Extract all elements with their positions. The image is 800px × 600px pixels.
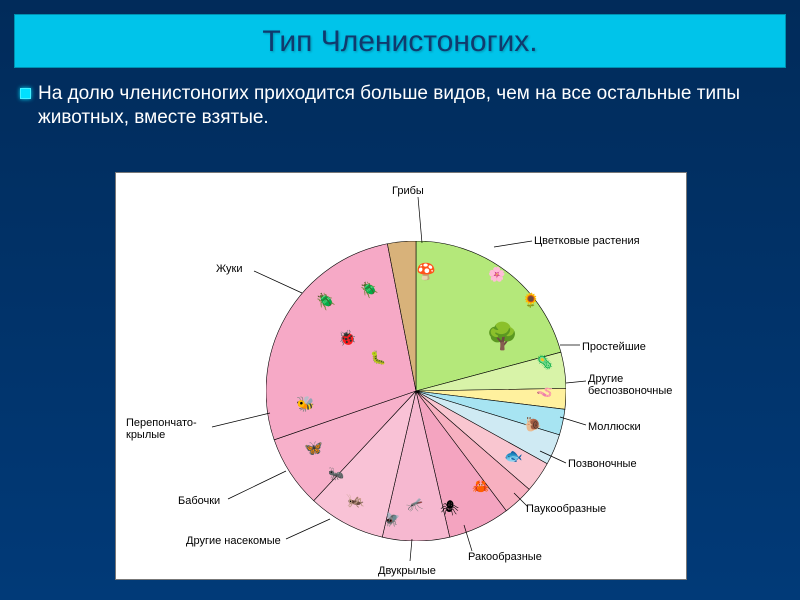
organism-icon: 🐟 xyxy=(504,449,523,464)
slice-label: Другие беспозвоночные xyxy=(588,373,672,397)
organism-icon: 🪲 xyxy=(360,283,379,298)
organism-icon: 🪱 xyxy=(536,385,553,399)
slice-label: Позвоночные xyxy=(568,458,637,470)
organism-icon: 🪲 xyxy=(316,295,336,311)
organism-icon: 🦠 xyxy=(536,355,553,369)
organism-icon: 🐌 xyxy=(524,417,541,431)
organism-icon: 🌳 xyxy=(486,323,518,349)
slice-label: Цветковые растения xyxy=(534,235,640,247)
slice-label: Другие насекомые xyxy=(186,535,281,547)
organism-icon: 🐝 xyxy=(296,397,315,412)
chart-panel: Цветковые растения Простейшие Другие беспо… xyxy=(115,172,687,580)
organism-icon: 🦟 xyxy=(406,497,423,511)
slice-label: Простейшие xyxy=(582,341,646,353)
organism-icon: 🌸 xyxy=(488,267,505,281)
body-paragraph: На долю членистоногих приходится больше … xyxy=(38,82,766,130)
organism-icon: 🦀 xyxy=(472,479,489,493)
slide-title: Тип Членистоногих. xyxy=(15,15,785,67)
slice-label: Бабочки xyxy=(178,495,220,507)
organism-icon: 🌻 xyxy=(522,293,539,307)
slice-label: Жуки xyxy=(216,263,243,275)
organism-icon: 🦗 xyxy=(346,493,365,508)
slice-label: Перепончато- крылые xyxy=(126,417,197,441)
slice-label: Паукообразные xyxy=(526,503,606,515)
organism-icon: 🕷 xyxy=(440,501,459,516)
organism-icon: 🦋 xyxy=(304,441,323,456)
organism-icon: 🍄 xyxy=(416,265,436,281)
slice-label: Грибы xyxy=(392,185,424,197)
slice-label: Моллюски xyxy=(588,421,641,433)
slice-label: Двукрылые xyxy=(378,565,436,577)
slide: Тип Членистоногих. На долю членистоногих… xyxy=(0,0,800,600)
organism-icon: 🐞 xyxy=(338,331,357,346)
bullet-icon xyxy=(20,88,31,99)
slice-label: Ракообразные xyxy=(468,551,542,563)
organism-icon: 🐛 xyxy=(370,351,386,364)
body-text-block: На долю членистоногих приходится больше … xyxy=(38,82,766,130)
title-band: Тип Членистоногих. xyxy=(14,14,786,68)
organism-icon: 🐜 xyxy=(328,467,344,480)
organism-icon: 🪰 xyxy=(384,513,400,526)
